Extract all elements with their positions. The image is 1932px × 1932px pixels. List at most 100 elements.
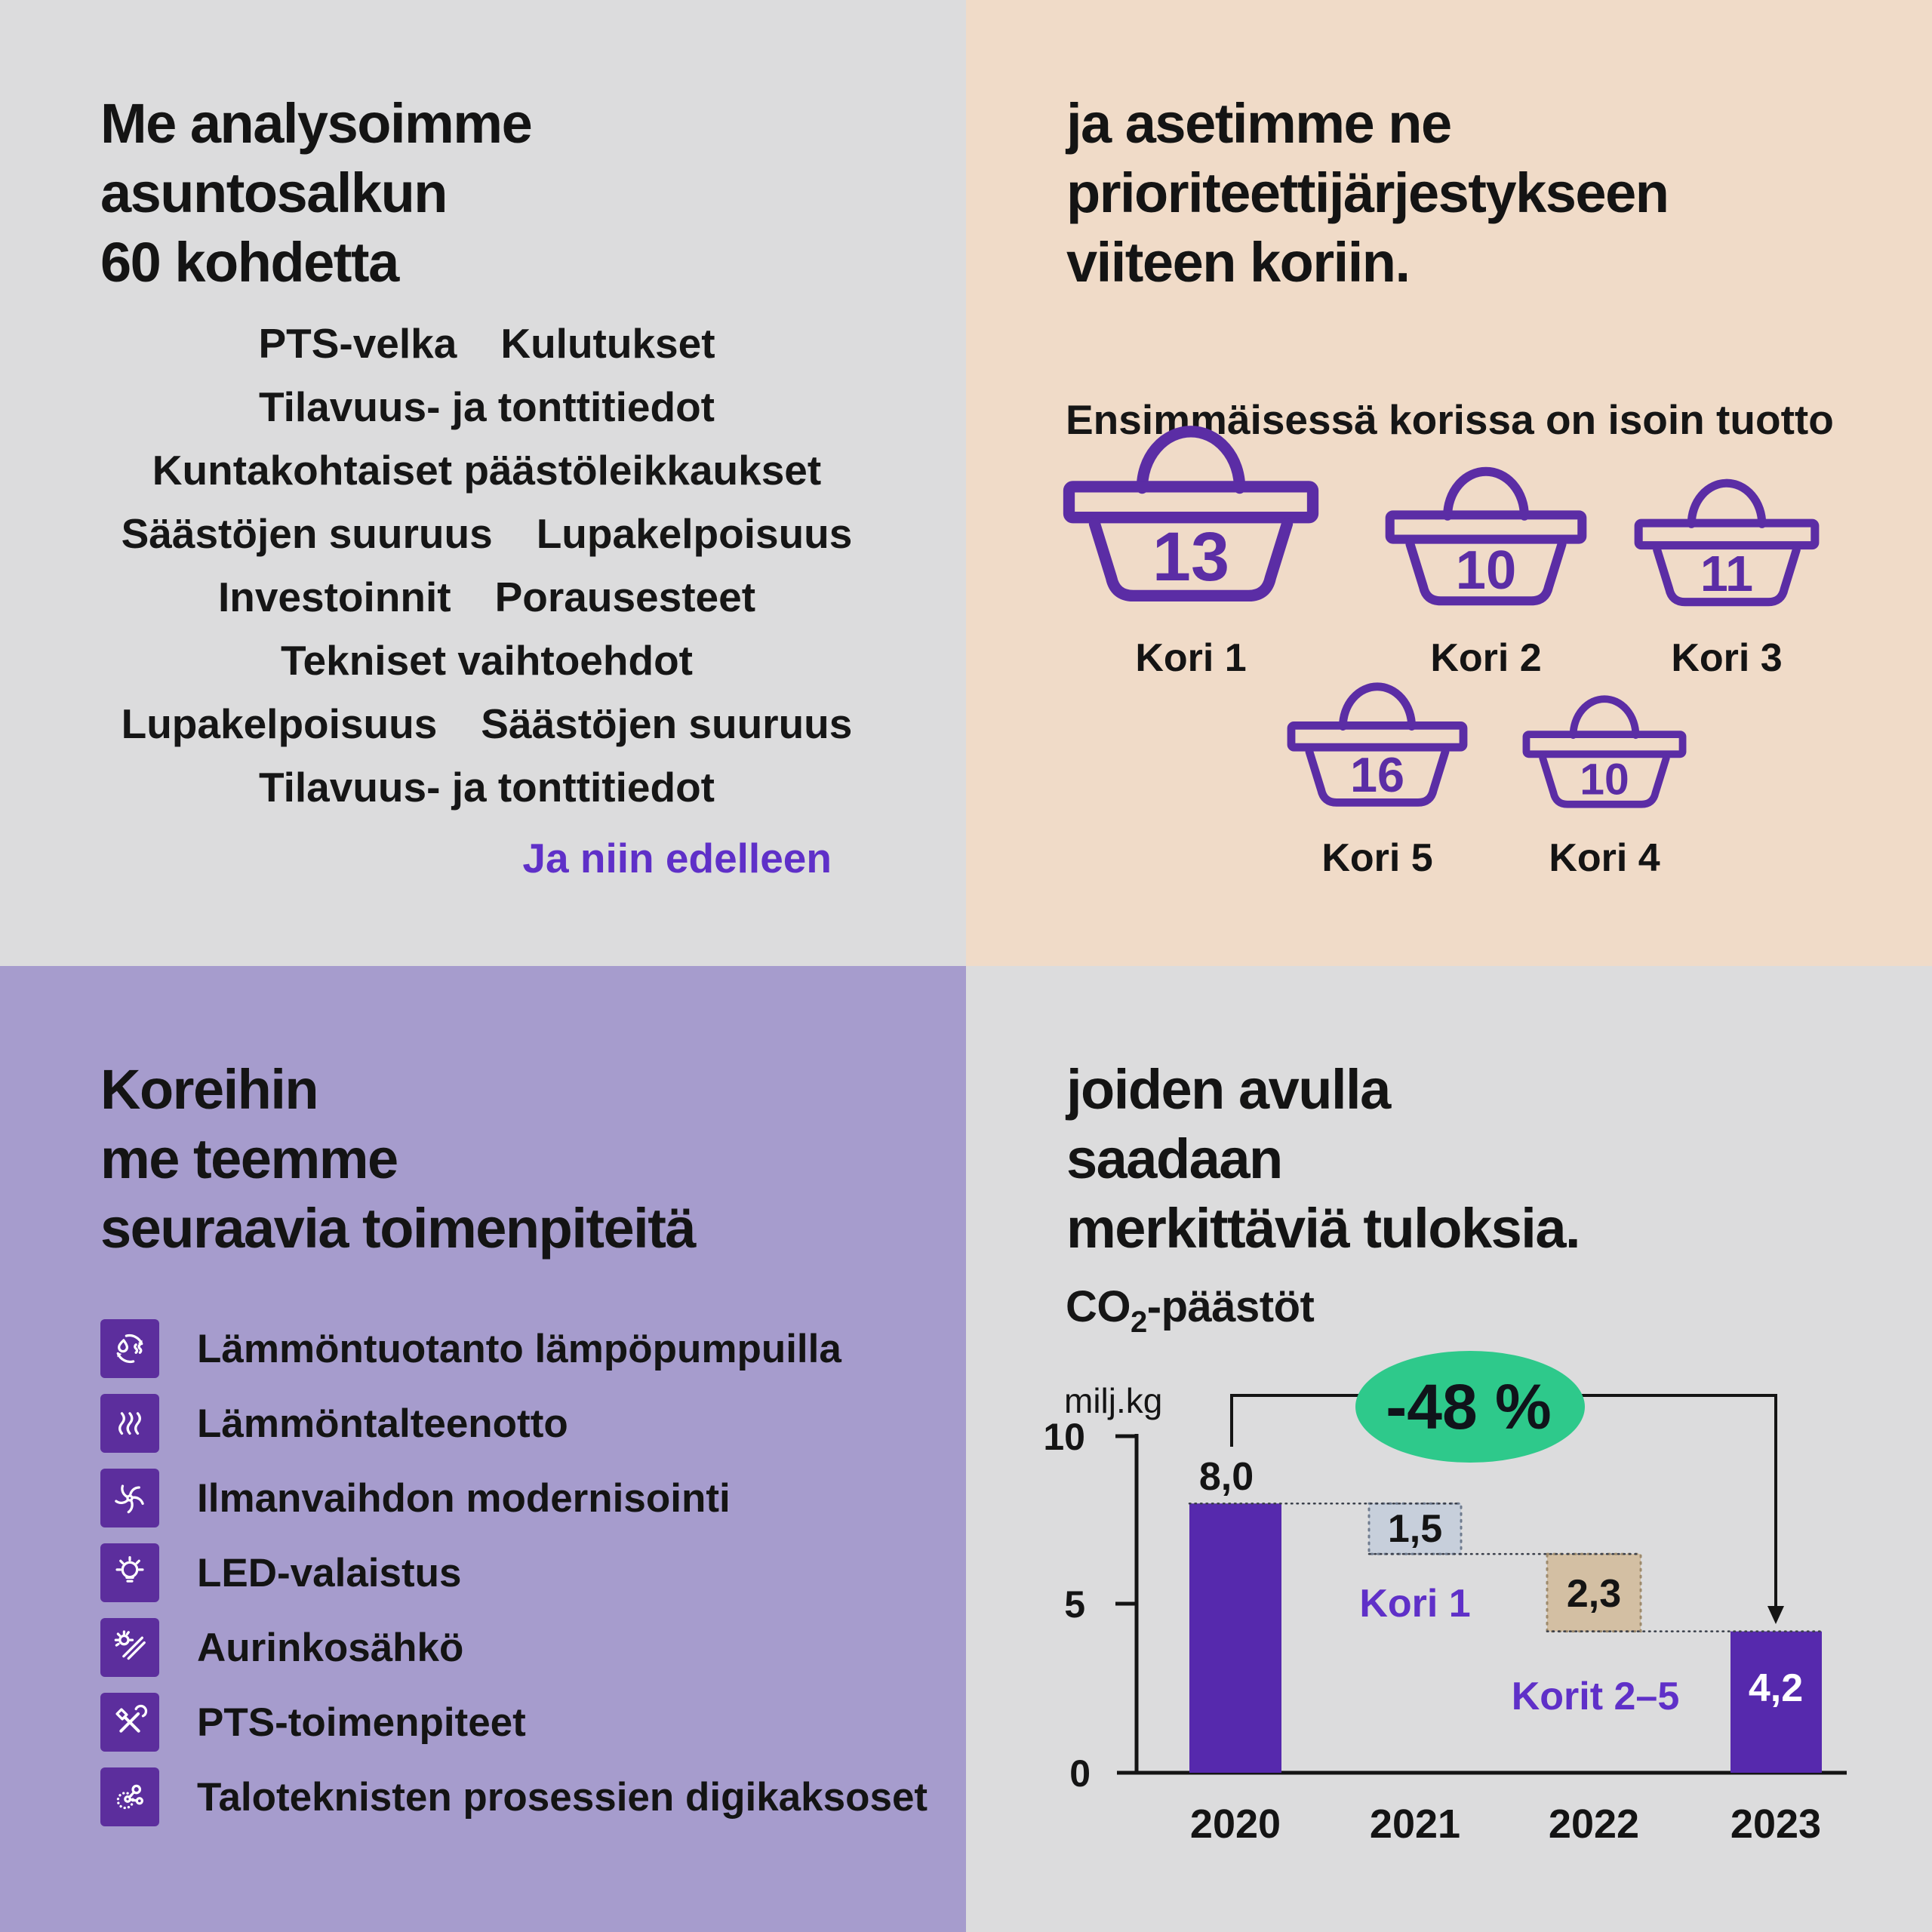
- reduction-percent: -48 %: [1386, 1371, 1551, 1442]
- keyword: PTS-velka: [258, 320, 457, 367]
- basket-icon: 11: [1634, 478, 1820, 607]
- basket-count: 10: [1580, 755, 1629, 804]
- keyword-line: Kuntakohtaiset päästöleikkaukset: [83, 446, 891, 509]
- value-2020: 8,0: [1199, 1455, 1254, 1499]
- basket-kori-2: 10 Kori 2: [1385, 457, 1587, 681]
- basket-kori-3: 11 Kori 3: [1634, 470, 1820, 681]
- basket-rim: [1385, 510, 1587, 544]
- annotation-kori-1: Kori 1: [1359, 1582, 1470, 1626]
- quadrant-actions: Koreihin me teemme seuraavia toimenpitei…: [0, 966, 966, 1932]
- basket-rim: [1522, 731, 1687, 758]
- basket-icon: 10: [1385, 466, 1587, 606]
- basket-lid: [1687, 478, 1767, 528]
- chart-title-prefix: CO: [1066, 1282, 1131, 1331]
- basket-kori-4: 10 Kori 4: [1522, 688, 1687, 881]
- basket-icon: 13: [1063, 426, 1319, 602]
- basket-label: Kori 1: [1135, 636, 1247, 680]
- basket-count: 11: [1700, 546, 1753, 602]
- keyword-line: Tilavuus- ja tonttitiedot: [83, 383, 891, 446]
- title-line: joiden avulla: [1066, 1058, 1391, 1121]
- title-line: viiteen koriin.: [1066, 231, 1411, 294]
- year-label: 2023: [1730, 1801, 1821, 1847]
- chart-title-suffix: -päästöt: [1146, 1282, 1315, 1331]
- keyword-line: Säästöjen suuruus Lupakelpoisuus: [83, 509, 891, 573]
- basket-rim: [1287, 721, 1468, 752]
- action-list: Lämmöntuotanto lämpöpumpuilla Lämmöntalt…: [100, 1319, 928, 1842]
- co2-waterfall-chart: 10 5 0 milj.kg -48 % 8,0 1,5 2,3 4,2 Kor…: [1043, 1351, 1847, 1847]
- list-item: Taloteknisten prosessien digikaksoset: [100, 1767, 928, 1826]
- keyword: Lupakelpoisuus: [536, 510, 853, 557]
- bar-2020: [1189, 1503, 1281, 1773]
- basket-body: [1653, 546, 1801, 607]
- basket-lid: [1443, 466, 1529, 521]
- keyword-line: Lupakelpoisuus Säästöjen suuruus: [83, 700, 891, 763]
- keyword-line: Tekniset vaihtoehdot: [83, 636, 891, 700]
- basket-body: [1405, 540, 1567, 606]
- led-light-icon: [100, 1543, 159, 1602]
- reduction-badge: [1355, 1351, 1585, 1463]
- basket-body: [1539, 754, 1670, 808]
- keyword: Säästöjen suuruus: [481, 700, 853, 747]
- heat-pump-icon: [100, 1319, 159, 1378]
- title-line: merkittäviä tuloksia.: [1066, 1197, 1581, 1260]
- keyword: Tilavuus- ja tonttitiedot: [259, 764, 715, 811]
- basket-kori-5: 16 Kori 5: [1287, 674, 1468, 881]
- chart-title-subscript: 2: [1131, 1306, 1147, 1339]
- annotation-korit-2-5: Korit 2–5: [1512, 1675, 1680, 1718]
- ventilation-icon: [100, 1469, 159, 1527]
- chart-title: CO2-päästöt: [1066, 1281, 1315, 1340]
- year-label: 2021: [1370, 1801, 1460, 1847]
- down-arrow-icon: [1767, 1606, 1784, 1624]
- action-label: Lämmöntalteenotto: [197, 1401, 568, 1446]
- keyword: Investoinnit: [217, 574, 451, 620]
- keyword: Säästöjen suuruus: [121, 510, 493, 557]
- results-title: joiden avulla saadaan merkittäviä tuloks…: [1066, 1055, 1581, 1263]
- basket-count: 16: [1350, 747, 1404, 802]
- keyword: Kulutukset: [500, 320, 715, 367]
- step-kori-1: [1367, 1502, 1463, 1555]
- action-label: Lämmöntuotanto lämpöpumpuilla: [197, 1326, 841, 1371]
- keyword: Lupakelpoisuus: [121, 700, 438, 747]
- quadrant-baskets: ja asetimme ne prioriteettijärjestykseen…: [966, 0, 1932, 966]
- title-line: asuntosalkun: [100, 162, 448, 224]
- baskets-title: ja asetimme ne prioriteettijärjestykseen…: [1066, 89, 1669, 297]
- digital-twin-icon: [100, 1767, 159, 1826]
- keyword-line: Investoinnit Porausesteet: [83, 573, 891, 636]
- basket-body: [1088, 518, 1294, 602]
- solar-power-icon: [100, 1618, 159, 1677]
- list-item: Lämmöntuotanto lämpöpumpuilla: [100, 1319, 928, 1378]
- basket-label: Kori 4: [1549, 836, 1660, 881]
- basket-kori-1: 13 Kori 1: [1063, 414, 1319, 681]
- action-label: Taloteknisten prosessien digikaksoset: [197, 1774, 928, 1820]
- quadrant-results: joiden avulla saadaan merkittäviä tuloks…: [966, 966, 1932, 1932]
- basket-body: [1305, 747, 1450, 807]
- keyword: Porausesteet: [494, 574, 756, 620]
- y-tick-10: 10: [1043, 1416, 1085, 1458]
- title-line: prioriteettijärjestykseen: [1066, 162, 1669, 224]
- basket-icon: 10: [1522, 695, 1687, 808]
- y-axis: 10 5 0 milj.kg: [1043, 1381, 1162, 1795]
- value-korit-2-5: 2,3: [1567, 1572, 1621, 1616]
- year-label: 2022: [1549, 1801, 1639, 1847]
- analysis-title: Me analysoimme asuntosalkun 60 kohdetta: [100, 89, 533, 297]
- action-label: PTS-toimenpiteet: [197, 1700, 526, 1745]
- title-line: 60 kohdetta: [100, 231, 399, 294]
- action-label: Ilmanvaihdon modernisointi: [197, 1475, 731, 1521]
- basket-lid: [1339, 682, 1416, 731]
- action-label: LED-valaistus: [197, 1550, 462, 1595]
- title-line: ja asetimme ne: [1066, 92, 1452, 155]
- keyword-cloud: PTS-velka Kulutukset Tilavuus- ja tontti…: [83, 319, 891, 890]
- basket-label: Kori 2: [1430, 636, 1542, 681]
- basket-count: 13: [1152, 518, 1229, 595]
- list-item: LED-valaistus: [100, 1543, 928, 1602]
- value-kori-1: 1,5: [1388, 1507, 1442, 1551]
- heat-recovery-icon: [100, 1394, 159, 1453]
- quadrant-analysis: Me analysoimme asuntosalkun 60 kohdetta …: [0, 0, 966, 966]
- basket-lid: [1569, 695, 1640, 740]
- y-tick-0: 0: [1069, 1752, 1091, 1795]
- list-item: PTS-toimenpiteet: [100, 1693, 928, 1752]
- basket-rim: [1063, 481, 1319, 524]
- action-label: Aurinkosähkö: [197, 1625, 464, 1670]
- y-axis-unit: milj.kg: [1064, 1381, 1162, 1420]
- tools-icon: [100, 1693, 159, 1752]
